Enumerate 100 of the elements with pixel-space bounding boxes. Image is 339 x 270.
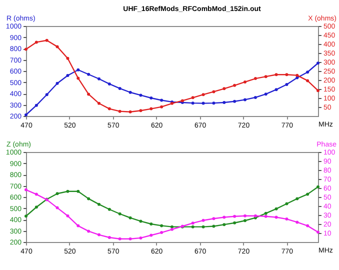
point bbox=[66, 214, 70, 218]
point bbox=[316, 89, 320, 92]
point bbox=[108, 82, 111, 86]
point bbox=[139, 220, 142, 223]
point bbox=[191, 225, 194, 228]
point bbox=[128, 110, 132, 114]
point bbox=[244, 80, 246, 84]
point bbox=[98, 233, 100, 236]
point bbox=[56, 206, 59, 210]
point bbox=[34, 192, 38, 196]
point bbox=[56, 45, 59, 48]
point bbox=[274, 207, 278, 210]
point bbox=[128, 237, 132, 240]
point bbox=[222, 223, 226, 226]
point bbox=[222, 101, 226, 104]
point bbox=[202, 225, 205, 228]
point bbox=[87, 92, 90, 96]
point bbox=[150, 222, 153, 226]
point bbox=[306, 79, 310, 82]
point bbox=[24, 188, 28, 192]
point bbox=[34, 104, 38, 107]
point bbox=[98, 102, 100, 105]
point bbox=[285, 73, 288, 76]
point bbox=[150, 96, 153, 100]
point bbox=[212, 224, 216, 228]
point bbox=[233, 221, 236, 224]
point bbox=[170, 225, 174, 228]
line-series bbox=[24, 62, 320, 116]
point bbox=[76, 190, 80, 193]
point bbox=[254, 77, 257, 80]
point bbox=[108, 107, 111, 110]
point bbox=[56, 192, 59, 196]
point bbox=[66, 190, 70, 193]
point bbox=[244, 219, 246, 222]
point bbox=[87, 72, 90, 76]
point bbox=[139, 109, 142, 112]
point bbox=[202, 218, 205, 222]
point bbox=[76, 68, 80, 72]
point bbox=[87, 230, 90, 233]
point bbox=[202, 93, 205, 96]
point bbox=[285, 218, 288, 221]
point bbox=[191, 96, 194, 100]
point bbox=[233, 100, 236, 103]
point bbox=[98, 77, 100, 80]
point bbox=[160, 105, 164, 108]
line-series bbox=[24, 38, 320, 114]
point bbox=[222, 216, 226, 219]
point bbox=[76, 76, 80, 80]
point bbox=[34, 206, 38, 209]
point bbox=[128, 216, 132, 220]
point bbox=[296, 220, 299, 224]
point bbox=[285, 202, 288, 206]
point bbox=[212, 102, 216, 105]
point bbox=[244, 214, 246, 218]
point bbox=[212, 217, 216, 220]
point bbox=[191, 222, 194, 225]
point bbox=[66, 74, 70, 77]
point bbox=[222, 87, 226, 90]
point bbox=[296, 197, 299, 200]
point bbox=[128, 90, 132, 94]
point bbox=[56, 82, 59, 85]
point bbox=[108, 236, 111, 239]
point bbox=[160, 224, 164, 228]
line-series bbox=[24, 188, 320, 240]
point bbox=[170, 228, 174, 231]
point bbox=[160, 98, 164, 102]
point bbox=[150, 234, 153, 237]
point bbox=[264, 212, 268, 215]
point bbox=[118, 212, 122, 216]
point bbox=[76, 224, 80, 228]
point bbox=[139, 94, 142, 97]
point bbox=[244, 98, 246, 102]
point bbox=[316, 185, 320, 188]
point bbox=[191, 102, 194, 105]
point bbox=[108, 208, 111, 211]
point bbox=[202, 102, 205, 105]
point bbox=[296, 74, 299, 77]
point bbox=[118, 237, 122, 240]
point bbox=[306, 70, 310, 74]
point bbox=[264, 75, 268, 78]
point bbox=[45, 38, 48, 42]
point bbox=[87, 197, 90, 200]
point bbox=[212, 90, 216, 94]
point bbox=[316, 230, 320, 234]
point bbox=[233, 84, 236, 87]
point bbox=[66, 56, 70, 60]
point bbox=[285, 83, 288, 86]
point bbox=[118, 110, 122, 113]
point bbox=[118, 86, 122, 90]
point bbox=[139, 236, 142, 240]
point bbox=[150, 107, 153, 110]
point bbox=[45, 93, 48, 96]
point bbox=[98, 202, 100, 206]
point bbox=[233, 214, 236, 218]
point bbox=[306, 224, 310, 228]
point bbox=[264, 214, 268, 218]
point bbox=[264, 92, 268, 96]
point bbox=[34, 40, 38, 44]
point bbox=[296, 76, 299, 80]
point bbox=[306, 192, 310, 196]
